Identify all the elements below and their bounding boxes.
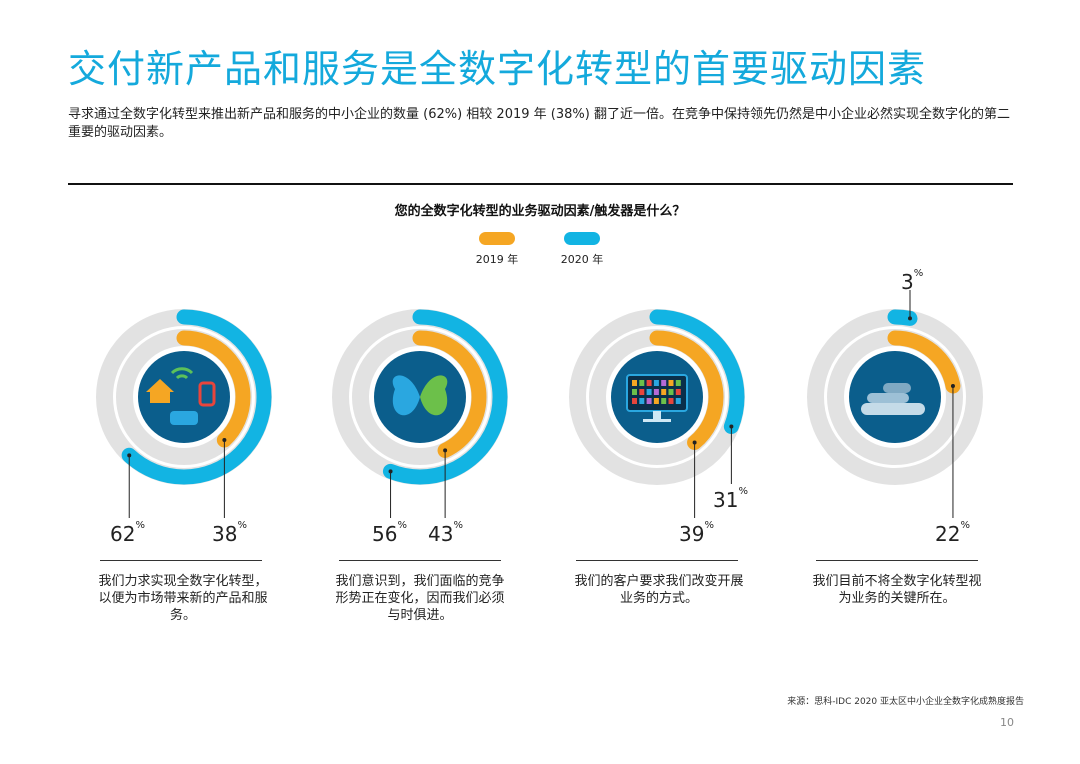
- divider: [339, 560, 501, 561]
- dashboard-tile: [661, 380, 667, 386]
- cloud-icon: [883, 383, 911, 393]
- arc-2019: [353, 330, 487, 464]
- arc-2020: [569, 309, 745, 485]
- legend-swatch-2020: [564, 232, 600, 245]
- arc-2020: [96, 309, 272, 485]
- value-2020: 56%: [372, 520, 407, 546]
- divider: [816, 560, 978, 561]
- cloud-icon: [867, 393, 909, 403]
- dashboard-tile: [675, 380, 681, 386]
- page-number: 10: [1000, 716, 1014, 729]
- ring-gap: [586, 326, 728, 468]
- arc-2020: [807, 309, 983, 485]
- butterfly-icon: [392, 375, 420, 416]
- value-2019: 38%: [212, 520, 247, 546]
- dashboard-tile: [632, 380, 637, 386]
- dashboard-tile: [653, 398, 659, 404]
- arc-2019: [828, 330, 962, 464]
- dashboard-tile: [632, 389, 637, 395]
- page-title: 交付新产品和服务是全数字化转型的首要驱动因素: [68, 47, 927, 91]
- driver-description: 我们力求实现全数字化转型，以便为市场带来新的产品和服务。: [98, 574, 268, 623]
- monitor-stand: [643, 419, 671, 422]
- leader-dot: [443, 448, 448, 453]
- legend-swatch-2019: [479, 232, 515, 245]
- legend-label: 2020 年: [560, 253, 604, 266]
- value-2020: 62%: [110, 520, 145, 546]
- dashboard-tile: [632, 398, 637, 404]
- legend-label: 2019 年: [475, 253, 519, 266]
- value-2019: 39%: [679, 520, 714, 546]
- value-2019: 22%: [935, 520, 970, 546]
- ring-gap: [824, 326, 966, 468]
- value-2020: 31%: [713, 486, 748, 512]
- butterfly-icon: [420, 375, 448, 416]
- dashboard-tile: [646, 380, 652, 386]
- divider: [100, 560, 262, 561]
- driver-description: 我们的客户要求我们改变开展业务的方式。: [574, 574, 744, 606]
- leader-dot: [127, 453, 132, 458]
- ring-gap: [349, 326, 491, 468]
- dashboard-tile: [668, 398, 674, 404]
- arc-2019: [117, 330, 251, 464]
- dashboard-tile: [646, 398, 652, 404]
- dashboard-tile: [653, 380, 659, 386]
- monitor-stand: [653, 411, 661, 419]
- chart-title: 您的全数字化转型的业务驱动因素/触发器是什么？: [394, 204, 686, 219]
- leader-dot: [907, 316, 912, 321]
- iot-devices-icon: [138, 351, 230, 443]
- dashboard-tile: [668, 389, 674, 395]
- cloud-icon: [861, 403, 925, 415]
- driver-description: 我们意识到，我们面临的竞争形势正在变化，因而我们必须与时俱进。: [335, 574, 505, 623]
- leader-dot: [950, 383, 955, 388]
- ring-gap: [113, 326, 255, 468]
- legend-item-2020: 2020 年: [547, 232, 617, 267]
- car-icon: [170, 411, 198, 425]
- leader-dot: [222, 438, 227, 443]
- leader-dot: [692, 440, 697, 445]
- dashboard-tile: [639, 398, 645, 404]
- legend-item-2019: 2019 年: [462, 232, 532, 267]
- dashboard-tile: [661, 398, 667, 404]
- dashboard-tile: [653, 389, 659, 395]
- dashboard-tile: [675, 389, 681, 395]
- driver-description: 我们目前不将全数字化转型视为业务的关键所在。: [812, 574, 982, 606]
- value-2019: 43%: [428, 520, 463, 546]
- dashboard-tile: [668, 380, 674, 386]
- dashboard-tile: [646, 389, 652, 395]
- intro-paragraph: 寻求通过全数字化转型来推出新产品和服务的中小企业的数量 (62%) 相较 201…: [68, 107, 1010, 140]
- house-icon: [146, 379, 174, 403]
- dashboard-tile: [639, 389, 645, 395]
- watch-icon: [198, 381, 216, 407]
- divider: [68, 183, 1013, 185]
- source-note: 来源：思科-IDC 2020 亚太区中小企业全数字化成熟度报告: [787, 697, 1024, 707]
- dashboard-tile: [639, 380, 645, 386]
- leader-dot: [388, 469, 393, 474]
- arc-2020: [332, 309, 508, 485]
- dashboard-tile: [675, 398, 681, 404]
- divider: [576, 560, 738, 561]
- value-2020: 3%: [901, 268, 924, 294]
- leader-dot: [729, 424, 734, 429]
- dashboard-tile: [661, 389, 667, 395]
- wifi-icon: [170, 367, 194, 380]
- arc-2019: [590, 330, 724, 464]
